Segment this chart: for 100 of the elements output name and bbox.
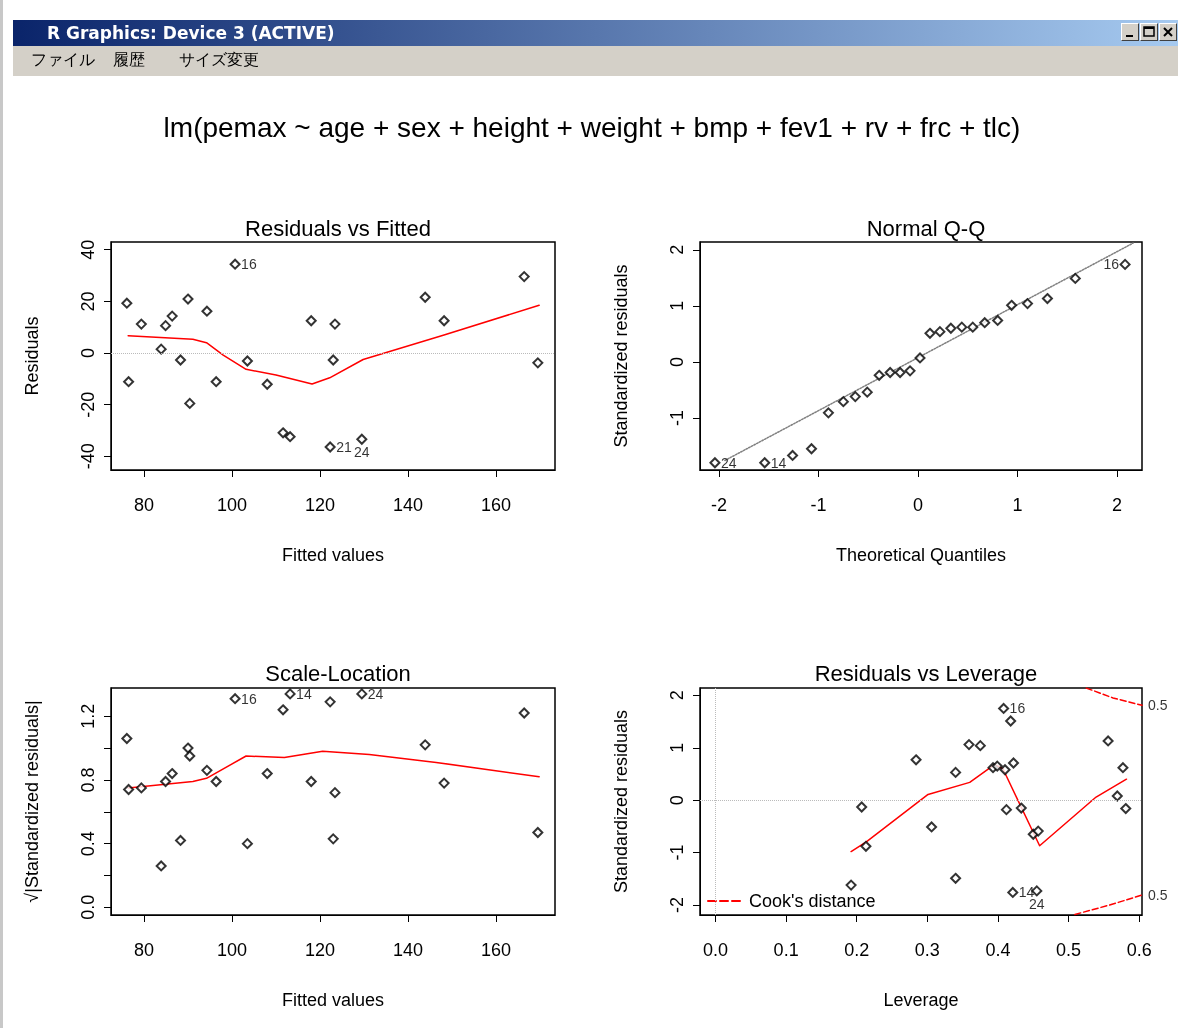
annotation: 0.5	[1148, 697, 1168, 714]
x-tick-label: 100	[216, 940, 248, 960]
point	[241, 838, 253, 850]
point	[998, 702, 1010, 714]
point	[155, 343, 167, 355]
point	[356, 688, 368, 700]
x-tick-label: 0.4	[985, 940, 1011, 960]
point	[261, 768, 273, 780]
y-tick-label: -2	[667, 897, 687, 914]
point	[709, 457, 721, 469]
y-tick-label: 1	[667, 742, 687, 753]
point	[856, 801, 868, 813]
y-tick-label: -40	[78, 443, 98, 470]
point	[518, 707, 530, 719]
x-axis-title: Leverage	[883, 990, 959, 1010]
x-axis-title: Fitted values	[281, 545, 385, 565]
legend-label: Cook's distance	[749, 891, 876, 911]
point	[1000, 804, 1012, 816]
point	[1120, 803, 1132, 815]
point	[210, 376, 222, 388]
y-axis-title: √|Standardized residuals|	[22, 700, 42, 903]
point	[999, 764, 1011, 776]
point	[201, 764, 213, 776]
point	[1119, 258, 1131, 270]
annotation: 24	[354, 444, 370, 461]
point	[419, 291, 431, 303]
point	[284, 688, 296, 700]
annotation: 0.5	[1148, 887, 1168, 904]
text: ファイル	[31, 50, 95, 71]
point	[532, 826, 544, 838]
y-tick-label: -1	[667, 409, 687, 426]
x-tick-label: 0.1	[773, 940, 799, 960]
point	[438, 777, 450, 789]
x-tick-label: 160	[481, 940, 512, 960]
x-tick-label: 120	[305, 495, 336, 515]
point	[963, 739, 975, 751]
x-tick-label: -2	[710, 495, 727, 515]
point	[914, 352, 926, 364]
x-tick-label: 100	[216, 495, 248, 515]
point	[1117, 762, 1129, 774]
text: 履歴	[113, 50, 145, 71]
point	[135, 782, 147, 794]
point	[860, 840, 872, 852]
y-tick-label: 0.4	[78, 831, 98, 857]
point	[822, 407, 834, 419]
y-tick-label: 20	[78, 291, 98, 312]
x-tick-label: 140	[393, 940, 424, 960]
point	[160, 320, 172, 332]
point	[324, 441, 336, 453]
x-tick-label: 160	[481, 495, 512, 515]
y-tick-label: 40	[78, 239, 98, 260]
point	[324, 696, 336, 708]
point	[277, 704, 289, 716]
point	[184, 397, 196, 409]
point	[284, 431, 296, 443]
x-tick-label: 0.6	[1126, 940, 1152, 960]
point	[910, 754, 922, 766]
point	[182, 293, 194, 305]
point	[329, 318, 341, 330]
line-series	[127, 304, 540, 385]
x-tick-label: 140	[393, 495, 424, 515]
chart-title: Residuals vs Fitted	[245, 215, 431, 241]
y-tick-label: -20	[78, 391, 98, 418]
point	[305, 315, 317, 327]
text: lm(pemax ~ age + sex + height + weight + bmp + fev1 + rv + frc + tlc)	[162, 112, 1022, 144]
point	[327, 833, 339, 845]
annotation: 14	[296, 685, 312, 702]
x-tick-label: 0.3	[914, 940, 940, 960]
annotation: 24	[367, 685, 384, 702]
point	[974, 740, 986, 752]
annotation: 16	[241, 690, 257, 707]
point	[518, 271, 530, 283]
point	[950, 766, 962, 778]
annotation: 24	[720, 454, 737, 471]
x-tick-label: 0	[913, 495, 924, 515]
point	[873, 369, 885, 381]
point	[135, 318, 147, 330]
point	[419, 739, 431, 751]
point	[904, 365, 916, 377]
x-tick-label: 80	[133, 495, 155, 515]
x-tick-label: -1	[810, 495, 827, 515]
point	[956, 321, 968, 333]
chart-title: Scale-Location	[265, 660, 411, 686]
point	[261, 378, 273, 390]
point	[1032, 825, 1044, 837]
point	[1102, 735, 1114, 747]
point	[175, 354, 187, 366]
x-tick-label: 2	[1112, 495, 1123, 515]
y-tick-label: -1	[667, 844, 687, 861]
x-tick-label: 0.0	[703, 940, 729, 960]
point	[121, 297, 133, 309]
point	[184, 750, 196, 762]
point	[806, 443, 817, 455]
x-tick-label: 1	[1012, 495, 1023, 515]
annotation: 16	[1009, 700, 1026, 717]
annotation: 14	[770, 454, 787, 471]
y-tick-label: 0	[667, 356, 687, 367]
point	[327, 354, 339, 366]
point	[155, 860, 167, 872]
point	[991, 760, 1003, 772]
